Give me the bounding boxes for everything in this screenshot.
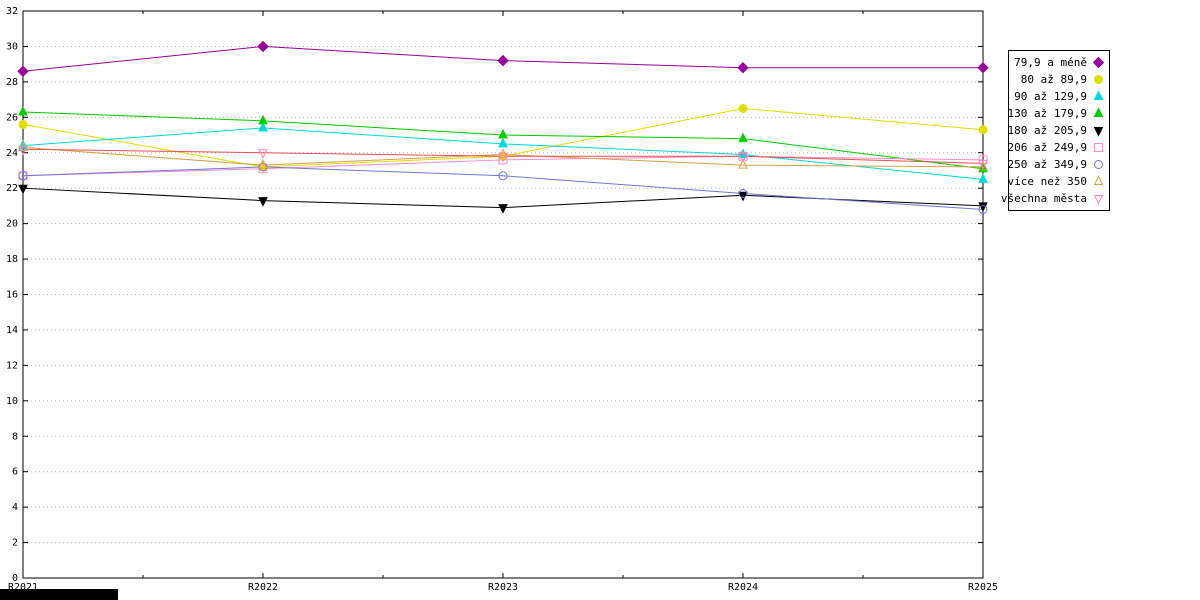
legend-item-3: 130 až 179,9 (1008, 105, 1105, 122)
series-marker-2 (978, 173, 988, 183)
series-marker-8 (738, 152, 748, 163)
series-marker-7 (258, 159, 268, 169)
legend-marker-icon (1093, 195, 1104, 205)
series-line-6 (22, 166, 984, 210)
legend-item-5: 206 až 249,9 (1008, 139, 1105, 156)
legend-marker-icon (1093, 90, 1104, 100)
legend-marker-icon (1093, 127, 1104, 137)
legend-marker-icon (1094, 75, 1103, 84)
x-axis-label: R2023 (488, 582, 518, 593)
series-marker-4 (978, 202, 988, 213)
y-axis-label: 14 (6, 325, 18, 336)
x-axis-label: R2021 (8, 582, 38, 593)
legend-label: více než 350 (1007, 175, 1087, 188)
legend-item-2: 90 až 129,9 (1013, 88, 1105, 105)
x-axis-label: R2024 (728, 582, 758, 593)
y-axis-label: 6 (12, 467, 18, 478)
series-marker-8 (18, 145, 28, 156)
series-marker-8 (498, 152, 508, 163)
series-marker-1 (738, 103, 748, 113)
y-axis-label: 4 (12, 502, 18, 513)
series-marker-1 (18, 119, 28, 129)
legend-item-0: 79,9 a méně (1013, 54, 1105, 71)
legend-label: 79,9 a méně (1014, 56, 1087, 69)
series-marker-5 (978, 155, 988, 165)
legend-marker-icon (1093, 107, 1104, 117)
legend-label: 130 až 179,9 (1007, 107, 1087, 120)
series-marker-7 (738, 159, 748, 169)
series-marker-8 (258, 149, 268, 159)
legend-item-1: 80 až 89,9 (1013, 71, 1105, 88)
series-marker-7 (978, 160, 988, 171)
series-marker-0 (497, 54, 509, 67)
legend-label: 180 až 205,9 (1007, 124, 1087, 137)
legend-label: 206 až 249,9 (1007, 141, 1087, 154)
y-axis-label: 10 (6, 396, 18, 407)
series-marker-2 (498, 137, 508, 148)
series-marker-3 (258, 114, 268, 125)
series-marker-0 (257, 40, 269, 53)
legend-marker-icon (1092, 56, 1105, 69)
legend-marker-icon (1094, 160, 1103, 169)
series-marker-3 (738, 132, 748, 143)
y-axis-label: 24 (6, 148, 18, 159)
legend-item-4: 180 až 205,9 (1008, 122, 1105, 139)
series-marker-4 (18, 184, 28, 195)
series-marker-0 (737, 61, 749, 74)
legend-label: 90 až 129,9 (1014, 90, 1087, 103)
legend-box: 79,9 a méně 80 až 89,9 90 až 129,9 130 až 1… (1001, 50, 1110, 211)
series-marker-6 (738, 189, 748, 199)
series-marker-2 (258, 121, 268, 132)
series-marker-5 (498, 155, 508, 165)
series-marker-1 (978, 125, 988, 135)
y-axis-label: 12 (6, 360, 18, 371)
y-axis-label: 8 (12, 431, 18, 442)
y-axis-label: 22 (6, 183, 18, 194)
series-marker-4 (258, 197, 268, 207)
legend-marker-icon (1093, 175, 1104, 185)
series-marker-6 (978, 204, 988, 214)
bottom-black-bar (0, 589, 118, 600)
legend-item-8: všechna města (1001, 190, 1105, 207)
y-axis-label: 2 (12, 538, 18, 549)
legend-label: 250 až 349,9 (1007, 158, 1087, 171)
legend-label: 80 až 89,9 (1020, 73, 1087, 86)
y-axis-label: 20 (6, 219, 18, 230)
series-marker-8 (978, 159, 988, 170)
series-marker-6 (498, 171, 508, 181)
x-axis-label: R2022 (248, 582, 278, 593)
y-axis-label: 28 (6, 77, 18, 88)
y-axis-label: 16 (6, 290, 18, 301)
series-marker-0 (17, 65, 29, 77)
y-axis-label: 18 (6, 254, 18, 265)
series-marker-3 (18, 105, 28, 116)
series-marker-4 (738, 191, 748, 202)
y-axis-label: 30 (6, 41, 18, 52)
x-axis-label: R2025 (968, 582, 998, 593)
legend-label: všechna města (1000, 192, 1087, 205)
legend-item-7: více než 350 (1008, 173, 1105, 190)
legend-marker-icon (1094, 143, 1103, 152)
y-axis-label: 0 (12, 573, 18, 584)
y-axis-label: 32 (6, 6, 18, 17)
y-axis-label: 26 (6, 112, 18, 123)
series-marker-4 (498, 204, 508, 214)
series-marker-6 (18, 171, 28, 181)
series-marker-6 (258, 162, 268, 172)
legend-item-6: 250 až 349,9 (1008, 156, 1105, 173)
series-marker-3 (498, 128, 508, 139)
series-marker-0 (977, 61, 989, 74)
